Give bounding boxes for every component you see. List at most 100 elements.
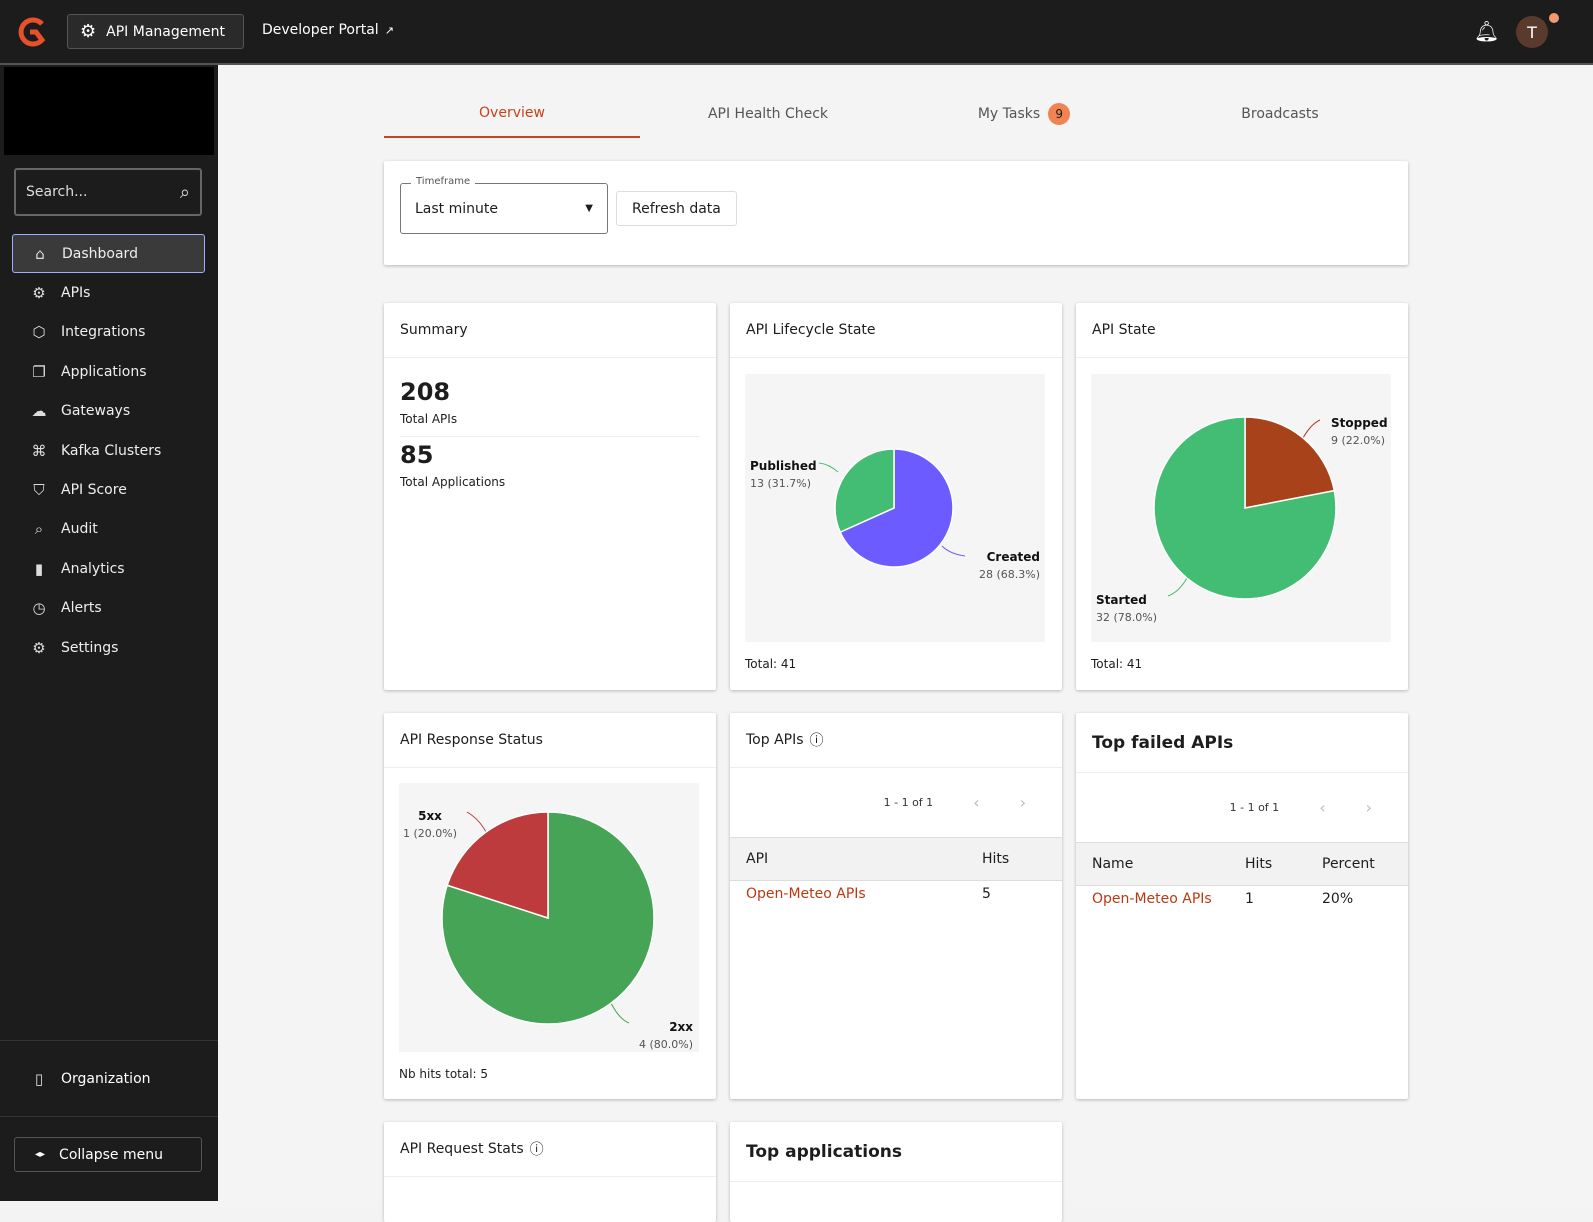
pie-label-stopped: Stopped 9 (22.0%) xyxy=(1331,414,1388,450)
top-bar: ⚙ API Management Developer Portal ↗ 🔔︎ T xyxy=(0,0,1593,65)
organization-label: Organization xyxy=(61,1070,151,1087)
avatar-status-dot xyxy=(1549,13,1559,23)
developer-portal-link[interactable]: Developer Portal ↗ xyxy=(262,22,394,38)
column-header[interactable]: Percent xyxy=(1306,843,1408,886)
tab-api-health-check[interactable]: API Health Check xyxy=(640,90,896,138)
chart-total: Total: 41 xyxy=(745,657,797,671)
page-range: 1 - 1 of 1 xyxy=(883,796,934,809)
gear-icon: ⚙ xyxy=(32,638,46,657)
previous-page-button[interactable]: ‹ xyxy=(973,793,980,812)
collapse-label: Collapse menu xyxy=(59,1146,163,1163)
organization-logo xyxy=(4,67,214,155)
sidebar-item-apis[interactable]: ⚙ APIs xyxy=(12,273,205,312)
response-pie-chart xyxy=(441,811,655,1025)
avatar[interactable]: T xyxy=(1516,16,1548,48)
top-apis-title: Top APIs xyxy=(746,732,804,748)
api-icon: ⚙ xyxy=(32,284,46,303)
gravitee-logo[interactable] xyxy=(16,16,48,48)
cloud-icon: ☁ xyxy=(31,402,47,421)
search-input[interactable]: Search... ⌕ xyxy=(14,168,202,216)
sidebar-item-label: Dashboard xyxy=(62,245,138,262)
tasks-count-badge: 9 xyxy=(1048,103,1071,125)
sidebar-item-audit[interactable]: ⌕ Audit xyxy=(12,510,205,549)
info-icon[interactable]: ⓘ xyxy=(809,733,824,749)
page-range: 1 - 1 of 1 xyxy=(1229,801,1280,814)
request-stats-title: API Request Stats xyxy=(400,1141,524,1157)
pie-label-5xx: 5xx 1 (20.0%) xyxy=(403,807,457,843)
tab-overview[interactable]: Overview xyxy=(384,90,640,138)
paginator: 1 - 1 of 1 ‹ › xyxy=(730,768,1062,838)
tab-broadcasts[interactable]: Broadcasts xyxy=(1152,90,1408,138)
chart-total: Total: 41 xyxy=(1091,657,1143,671)
slice-value: 32 (78.0%) xyxy=(1096,611,1158,624)
pie-slice-started[interactable] xyxy=(1153,416,1337,600)
next-page-button[interactable]: › xyxy=(1365,798,1372,817)
timeframe-label: Timeframe xyxy=(411,176,476,187)
column-header[interactable]: Hits xyxy=(966,838,1062,881)
api-link[interactable]: Open-Meteo APIs xyxy=(746,886,866,903)
alarm-icon: ◷ xyxy=(32,599,46,618)
table-row: Open-Meteo APIs 5 xyxy=(730,880,1062,908)
sidebar-item-gateways[interactable]: ☁ Gateways xyxy=(12,392,205,431)
sidebar-item-label: Analytics xyxy=(61,560,125,577)
sidebar-item-dashboard[interactable]: ⌂ Dashboard xyxy=(12,234,205,274)
dropdown-arrow-icon: ▼ xyxy=(585,203,593,214)
gear-icon: ⚙ xyxy=(80,21,97,42)
sidebar-item-integrations[interactable]: ⬡ Integrations xyxy=(12,313,205,352)
sidebar-item-organization[interactable]: ▯ Organization xyxy=(0,1040,218,1116)
slice-value: 1 (20.0%) xyxy=(403,827,458,840)
notifications-bell-icon[interactable]: 🔔︎ xyxy=(1474,19,1500,43)
percent-cell: 20% xyxy=(1322,891,1354,908)
column-header[interactable]: Hits xyxy=(1229,843,1306,886)
pie-slice-published[interactable] xyxy=(834,448,895,534)
card-title: API Response Status xyxy=(384,713,716,768)
card-title: Top applications xyxy=(730,1122,1062,1182)
next-page-button[interactable]: › xyxy=(1019,793,1026,812)
column-header[interactable]: API xyxy=(730,838,966,881)
shield-icon: ⛉ xyxy=(33,481,45,500)
collapse-menu-button[interactable]: ◂▸ Collapse menu xyxy=(14,1137,202,1172)
card-title: Top failed APIs xyxy=(1076,713,1408,773)
state-pie-chart xyxy=(1153,416,1337,600)
sidebar-item-label: Applications xyxy=(61,363,147,380)
api-management-button[interactable]: ⚙ API Management xyxy=(67,14,244,49)
pie-slice-2xx[interactable] xyxy=(441,811,655,1025)
api-state-card: API State Stopped 9 (22.0%) Started 32 (78… xyxy=(1076,303,1408,690)
sidebar-item-label: Settings xyxy=(61,639,119,656)
info-icon[interactable]: ⓘ xyxy=(529,1142,544,1158)
app-label: API Management xyxy=(106,23,225,40)
home-icon: ⌂ xyxy=(35,244,45,263)
pie-slice-stopped[interactable] xyxy=(1244,416,1336,509)
card-title: API Lifecycle State xyxy=(730,303,1062,358)
slice-name: Stopped xyxy=(1331,416,1388,430)
pie-slice-created[interactable] xyxy=(839,448,954,568)
applications-icon: ❐ xyxy=(32,362,46,381)
sidebar-item-label: API Score xyxy=(61,482,127,499)
hits-cell: 1 xyxy=(1245,891,1254,908)
tab-label: API Health Check xyxy=(707,106,829,122)
sidebar-item-alerts[interactable]: ◷ Alerts xyxy=(12,589,205,628)
sidebar-item-kafka-clusters[interactable]: ⌘ Kafka Clusters xyxy=(12,431,205,470)
api-link[interactable]: Open-Meteo APIs xyxy=(1092,891,1212,908)
slice-value: 28 (68.3%) xyxy=(979,568,1041,581)
tab-label: Broadcasts xyxy=(1241,106,1319,122)
lifecycle-pie-chart xyxy=(818,448,966,568)
timeframe-select[interactable]: Timeframe Last minute ▼ xyxy=(400,176,608,234)
sidebar-item-api-score[interactable]: ⛉ API Score xyxy=(12,470,205,509)
refresh-data-button[interactable]: Refresh data xyxy=(616,191,737,226)
sidebar: Search... ⌕ ⌂ Dashboard ⚙ APIs ⬡ Integrations ❐… xyxy=(0,65,218,1201)
sidebar-item-label: Audit xyxy=(61,521,98,538)
sidebar-item-applications[interactable]: ❐ Applications xyxy=(12,352,205,391)
sidebar-item-settings[interactable]: ⚙ Settings xyxy=(12,628,205,667)
previous-page-button[interactable]: ‹ xyxy=(1319,798,1326,817)
column-header[interactable]: Name xyxy=(1076,843,1229,886)
sidebar-item-label: Alerts xyxy=(61,600,102,617)
tab-my-tasks[interactable]: My Tasks 9 xyxy=(896,90,1152,138)
api-response-status-card: API Response Status 5xx 1 (20.0%) 2xx 4 (8… xyxy=(384,713,716,1099)
top-failed-apis-card: Top failed APIs 1 - 1 of 1 ‹ › Name Hits Per… xyxy=(1076,713,1408,1099)
pie-slice-5xx[interactable] xyxy=(446,811,549,920)
slice-name: Started xyxy=(1096,593,1147,607)
sidebar-item-analytics[interactable]: ▮ Analytics xyxy=(12,549,205,588)
response-chart-area: 5xx 1 (20.0%) 2xx 4 (80.0%) xyxy=(399,783,699,1052)
external-link-icon: ↗ xyxy=(384,23,394,37)
